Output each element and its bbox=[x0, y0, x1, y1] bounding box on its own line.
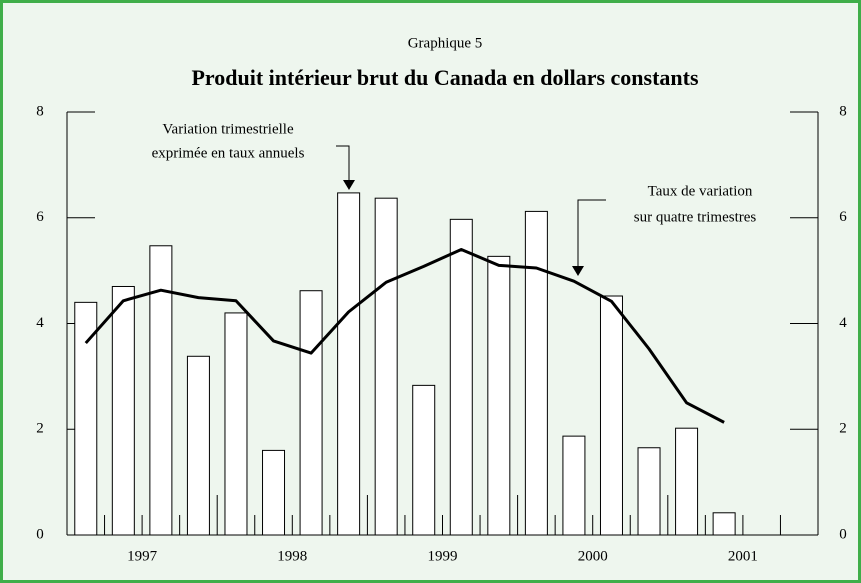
arrow-head bbox=[572, 266, 584, 276]
y2-tick-label: 2 bbox=[839, 421, 847, 437]
bar bbox=[524, 210, 548, 536]
y2-tick-label: 0 bbox=[839, 526, 847, 542]
bar bbox=[262, 449, 286, 536]
x-year-label: 2000 bbox=[578, 548, 608, 564]
y2-tick-label: 4 bbox=[839, 315, 847, 331]
y-tick-label: 8 bbox=[36, 103, 44, 119]
annotation: sur quatre trimestres bbox=[634, 209, 757, 225]
annotation: exprimée en taux annuels bbox=[152, 145, 305, 161]
bar bbox=[149, 245, 173, 536]
x-year-label: 1999 bbox=[428, 548, 458, 564]
chart-title: Produit intérieur brut du Canada en doll… bbox=[191, 65, 699, 90]
bar bbox=[299, 290, 323, 536]
bar bbox=[111, 285, 135, 536]
annotation: Variation trimestrielle bbox=[162, 121, 294, 137]
bar bbox=[637, 447, 661, 536]
y2-tick-label: 8 bbox=[839, 103, 847, 119]
bar bbox=[599, 295, 623, 536]
bar bbox=[412, 384, 436, 536]
bar bbox=[449, 218, 473, 536]
x-year-label: 1997 bbox=[127, 548, 158, 564]
bar bbox=[224, 312, 248, 536]
bar bbox=[487, 255, 511, 536]
y2-tick-label: 6 bbox=[839, 209, 847, 225]
y-tick-label: 6 bbox=[36, 209, 44, 225]
y-tick-label: 0 bbox=[36, 526, 44, 542]
chart-subtitle: Graphique 5 bbox=[408, 35, 483, 51]
arrow bbox=[577, 199, 606, 272]
arrow bbox=[336, 145, 350, 186]
bar bbox=[186, 355, 210, 536]
x-year-label: 1998 bbox=[277, 548, 307, 564]
line bbox=[84, 247, 725, 424]
bar bbox=[712, 512, 736, 536]
y-tick-label: 2 bbox=[36, 421, 44, 437]
bar bbox=[337, 192, 361, 536]
arrow-head bbox=[343, 180, 355, 190]
bar bbox=[374, 197, 398, 536]
y-tick-label: 4 bbox=[36, 315, 44, 331]
x-year-label: 2001 bbox=[728, 548, 758, 564]
bar bbox=[675, 427, 699, 536]
bar bbox=[74, 301, 98, 536]
annotation: Taux de variation bbox=[648, 183, 753, 199]
bar bbox=[562, 435, 586, 536]
